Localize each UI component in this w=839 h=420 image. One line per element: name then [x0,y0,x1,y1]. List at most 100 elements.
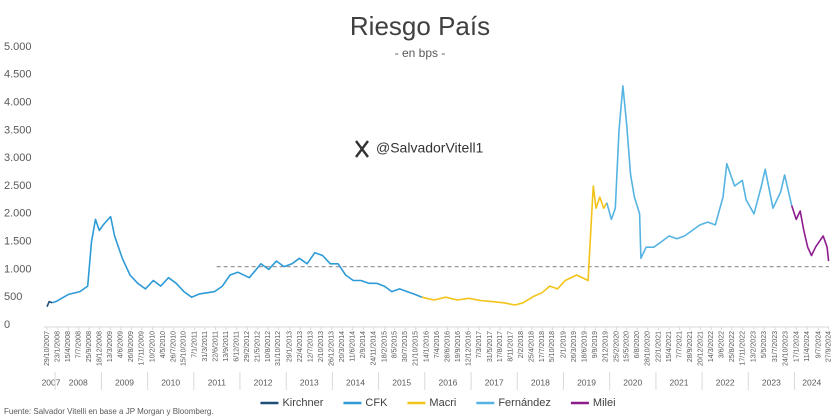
y-tick-label: 500 [4,291,22,303]
y-tick-label: 1.000 [4,263,32,275]
series-line [46,300,53,308]
series-line [421,185,608,306]
x-tick-label: 7/4/2016 [434,331,441,358]
x-tick-label: 11/6/2014 [350,331,357,362]
x-tick-label: 25/9/2008 [86,331,93,362]
x-tick-label: 25/8/2022 [729,331,736,362]
series-line [52,215,423,304]
x-tick-label: 2/12/2019 [603,331,610,362]
y-tick-label: 4.000 [4,97,32,109]
year-label: 2007 [42,377,61,387]
year-label: 2017 [485,377,504,387]
x-tick-label: 4/6/2009 [118,331,125,358]
y-tick-label: 2.000 [4,208,32,220]
x-tick-label: 15/5/2020 [624,331,631,362]
x-tick-label: 28/10/2020 [645,331,652,366]
watermark: @SalvadorVitell1 [376,140,484,156]
x-tick-label: 27/9/2024 [825,331,832,362]
year-label: 2012 [254,377,273,387]
x-tick-label: 7/7/2021 [676,331,683,358]
x-tick-label: 10/8/2012 [265,331,272,362]
year-label: 2023 [762,377,781,387]
x-tick-label: 26/12/2013 [329,331,336,366]
x-tick-label: 28/9/2021 [687,331,694,362]
x-tick-label: 7/3/2017 [476,331,483,358]
y-tick-label: 2.500 [4,180,32,192]
y-tick-label: 3.500 [4,124,32,136]
year-label: 2024 [802,377,821,387]
x-tick-label: 26/8/2009 [128,331,135,362]
x-tick-label: 31/3/2011 [202,331,209,362]
y-tick-label: 4.500 [4,69,32,81]
x-tick-label: 15/4/2021 [666,331,673,362]
x-tick-label: 25/4/2018 [529,331,536,362]
chart-title: Riesgo País [350,11,490,41]
x-tick-label: 29/1/2013 [287,331,294,362]
x-tick-label: 24/11/2014 [371,331,378,366]
x-tick-label: 20/12/2021 [697,331,704,366]
legend-label: Fernández [498,397,551,409]
x-tick-label: 29/10/2007 [44,331,51,366]
x-tick-label: 20/3/2014 [339,331,346,362]
x-tick-label: 26/3/2019 [571,331,578,362]
x-tick-label: 18/6/2019 [582,331,589,362]
legend-label: CFK [365,397,388,409]
x-tick-label: 17/1/2024 [793,331,800,362]
x-tick-label: 13/3/2009 [107,331,114,362]
x-tick-label: 7/1/2011 [191,331,198,358]
x-tick-label: 12/7/2013 [307,331,314,362]
x-tick-label: 7/7/2008 [76,331,83,358]
x-tick-label: 17/7/2018 [539,331,546,362]
x-tick-label: 4/5/2010 [160,331,167,358]
year-label: 2016 [438,377,457,387]
x-tick-label: 2/9/2014 [360,331,367,358]
x-tick-label: 26/7/2010 [170,331,177,362]
x-tick-label: 22/4/2013 [297,331,304,362]
x-tick-label: 2/1/2019 [560,331,567,358]
x-tick-label: 9/7/2024 [815,331,822,358]
x-tick-label: 29/2/2012 [244,331,251,362]
x-tick-label: 13/2/2023 [751,331,758,362]
x-tick-label: 15/10/2010 [181,331,188,366]
legend: Kirchner CFK Macri Fernández Milei [260,397,616,409]
x-tick-label: 2/2/2018 [518,331,525,358]
x-tick-label: 28/6/2016 [444,331,451,362]
year-label: 2013 [300,377,319,387]
x-tick-label: 25/2/2020 [613,331,620,362]
source-note: Fuente: Salvador Vitelli en base a JP Mo… [4,407,214,416]
x-tick-label: 11/4/2024 [804,331,811,362]
x-tick-label: 17/8/2017 [497,331,504,362]
x-tick-label: 15/4/2008 [65,331,72,362]
x-tick-label: 9/9/2019 [592,331,599,358]
x-tick-label: 30/7/2015 [402,331,409,362]
y-tick-label: 5.000 [4,41,32,53]
y-tick-label: 0 [4,319,10,331]
year-label: 2011 [208,377,227,387]
x-tick-label: 2/10/2013 [318,331,325,362]
year-label: 2010 [161,377,180,387]
x-tick-label: 22/6/2011 [212,331,219,362]
x-tick-label: 6/12/2011 [233,331,240,362]
x-tick-label: 24/10/2023 [783,331,790,366]
x-tick-label: 17/11/2022 [739,331,746,366]
x-tick-label: 31/10/2012 [275,331,282,366]
x-tick-label: 14/3/2022 [708,331,715,362]
x-tick-label: 21/5/2012 [255,331,262,362]
watermark-logo [355,140,369,158]
x-tick-label: 18/2/2015 [382,331,389,362]
year-label: 2022 [716,377,735,387]
year-label: 2009 [115,377,134,387]
x-tick-label: 5/10/2018 [549,331,556,362]
x-tick-label: 8/5/2015 [392,331,399,358]
x-tick-label: 3/6/2022 [718,331,725,358]
x-tick-label: 19/9/2016 [455,331,462,362]
x-tick-label: 13/9/2011 [223,331,230,362]
x-tick-label: 23/1/2008 [55,331,62,362]
legend-label: Milei [593,397,616,409]
x-tick-label: 6/8/2020 [634,331,641,358]
y-tick-label: 3.000 [4,152,32,164]
x-tick-label: 5/5/2023 [761,331,768,358]
x-tick-label: 12/12/2016 [465,331,472,366]
y-tick-label: 1.500 [4,236,32,248]
